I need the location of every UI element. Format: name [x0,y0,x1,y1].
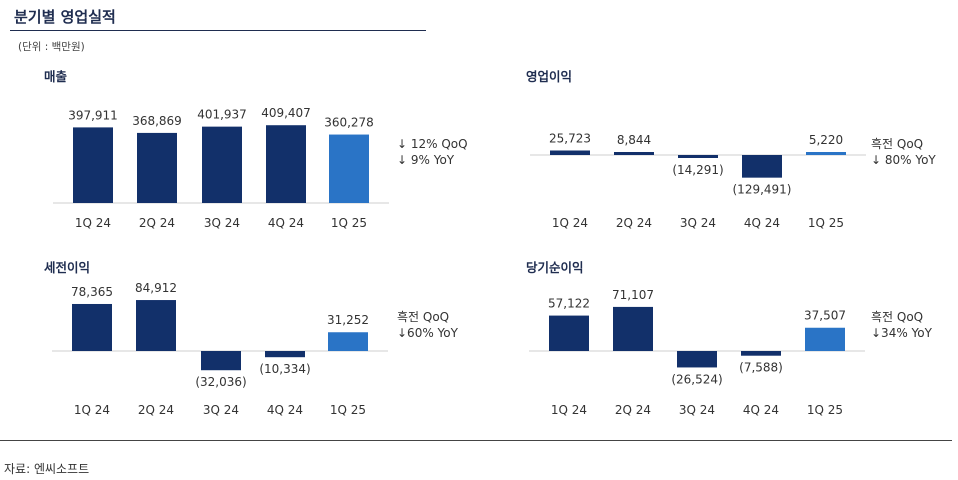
bar [329,134,369,203]
bar [266,125,306,203]
data-label: 57,122 [548,297,590,311]
data-label: 397,911 [68,108,118,122]
x-tick-label: 3Q 24 [203,403,239,417]
data-label: 25,723 [549,131,591,145]
bar [806,152,846,155]
bar [678,155,718,158]
bar [805,327,845,351]
data-label: 78,365 [71,285,113,299]
data-label: 360,278 [324,116,374,130]
data-label: (129,491) [733,183,792,197]
x-tick-label: 3Q 24 [679,403,715,417]
bar [202,126,242,203]
data-label: 409,407 [261,106,311,120]
chart-title: 세전이익 [44,260,90,275]
x-tick-label: 1Q 24 [551,403,587,417]
x-tick-label: 1Q 25 [330,403,366,417]
data-label: 84,912 [135,281,177,295]
data-label: (7,588) [739,361,783,375]
x-tick-label: 3Q 24 [204,216,240,230]
page-title: 분기별 영업실적 [14,8,116,26]
bar [677,351,717,368]
x-tick-label: 2Q 24 [616,216,652,230]
change-note: ↓60% YoY [397,326,459,340]
change-note: ↓ 80% YoY [871,153,936,167]
bar [613,306,653,351]
data-label: (10,334) [259,362,310,376]
x-tick-label: 2Q 24 [139,216,175,230]
bar [550,150,590,155]
x-tick-label: 4Q 24 [268,216,304,230]
quarterly-results-charts: 매출 397,911 1Q 24 368,869 2Q 24 401,937 3Q 24 40… [44,69,936,417]
change-note: ↓ 12% QoQ [397,137,468,151]
x-tick-label: 1Q 24 [75,216,111,230]
data-label: (14,291) [672,163,723,177]
x-tick-label: 3Q 24 [680,216,716,230]
x-tick-label: 2Q 24 [138,403,174,417]
data-label: 8,844 [617,133,651,147]
bar [137,132,177,203]
data-label: (26,524) [671,372,722,386]
bar [741,351,781,356]
bar [136,300,176,351]
source-note: 자료: 엔씨소프트 [4,462,90,476]
data-label: 37,507 [804,309,846,323]
unit-label: (단위 : 백만원) [18,41,85,53]
x-tick-label: 4Q 24 [743,403,779,417]
chart-title: 영업이익 [526,69,572,84]
bar [72,303,112,351]
change-note: 흑전 QoQ [871,137,923,151]
change-note: ↓ 9% YoY [397,153,455,167]
x-tick-label: 1Q 25 [807,403,843,417]
footer-divider [0,440,952,441]
x-tick-label: 1Q 25 [331,216,367,230]
bar [73,127,113,203]
data-label: 5,220 [809,133,843,147]
bar [265,351,305,358]
change-note: 흑전 QoQ [397,310,449,324]
data-label: 71,107 [612,288,654,302]
title-underline [10,30,426,31]
bar [742,155,782,178]
x-tick-label: 2Q 24 [615,403,651,417]
change-note: ↓34% YoY [871,326,933,340]
x-tick-label: 1Q 24 [552,216,588,230]
data-label: 401,937 [197,108,247,122]
x-tick-label: 4Q 24 [267,403,303,417]
bar [201,351,241,371]
data-label: 368,869 [132,114,182,128]
chart-title: 당기순이익 [526,260,584,275]
bar [549,315,589,351]
x-tick-label: 1Q 25 [808,216,844,230]
change-note: 흑전 QoQ [871,310,923,324]
bar [328,332,368,351]
data-label: 31,252 [327,313,369,327]
chart-title: 매출 [44,69,68,84]
data-label: (32,036) [195,375,246,389]
x-tick-label: 4Q 24 [744,216,780,230]
bar [614,152,654,155]
x-tick-label: 1Q 24 [74,403,110,417]
